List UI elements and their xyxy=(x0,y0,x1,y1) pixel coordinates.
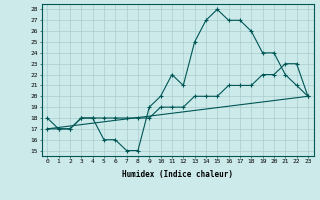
X-axis label: Humidex (Indice chaleur): Humidex (Indice chaleur) xyxy=(122,170,233,179)
